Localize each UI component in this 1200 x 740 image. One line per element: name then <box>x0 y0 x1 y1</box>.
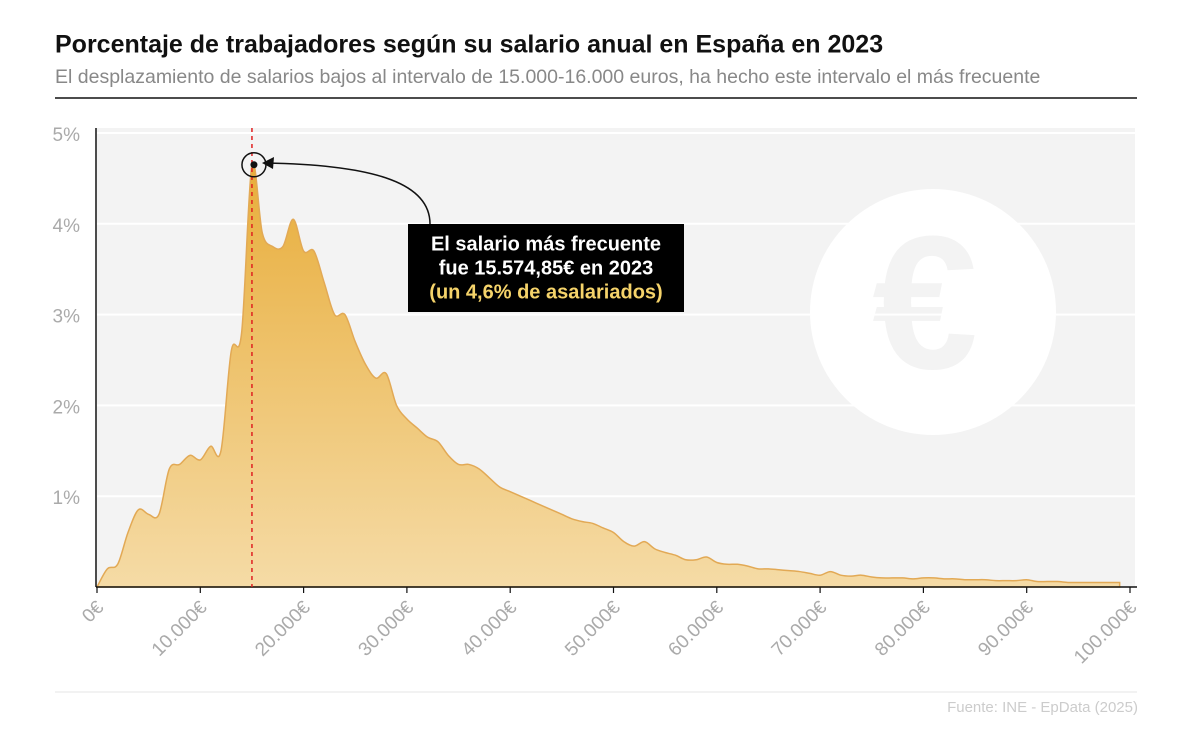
y-tick-label: 3% <box>53 307 81 328</box>
x-tick-label: 10.000€ <box>148 597 212 661</box>
annotation-arrow <box>265 162 431 225</box>
area <box>95 161 1121 588</box>
euro-icon: € <box>810 189 1056 435</box>
chart-subtitle: El desplazamiento de salarios bajos al i… <box>55 66 1040 88</box>
svg-text:€: € <box>872 197 978 409</box>
x-tick-label: 20.000€ <box>251 597 315 661</box>
x-tick-label: 0€ <box>78 597 108 627</box>
x-tick-label: 80.000€ <box>871 597 935 661</box>
y-tick-label: 5% <box>53 125 81 146</box>
y-tick-label: 4% <box>53 216 81 237</box>
arrow-head <box>262 157 274 169</box>
peak-dot <box>250 161 258 169</box>
x-tick-label: 60.000€ <box>664 597 728 661</box>
chart-title: Porcentaje de trabajadores según su sala… <box>55 31 883 59</box>
x-tick-label: 40.000€ <box>458 597 522 661</box>
x-tick-label: 70.000€ <box>768 597 832 661</box>
annotation-box <box>408 224 684 312</box>
annotation-text: El salario más frecuente <box>431 233 661 255</box>
x-tick-label: 50.000€ <box>561 597 625 661</box>
annotation-text: (un 4,6% de asalariados) <box>429 281 662 303</box>
y-tick-label: 2% <box>53 397 81 418</box>
x-tick-label: 100.000€ <box>1070 597 1141 668</box>
y-tick-label: 1% <box>53 488 81 509</box>
x-tick-label: 90.000€ <box>974 597 1038 661</box>
source: Fuente: INE - EpData (2025) <box>947 699 1138 716</box>
x-tick-label: 30.000€ <box>355 597 419 661</box>
annotation-text: fue 15.574,85€ en 2023 <box>439 257 654 279</box>
